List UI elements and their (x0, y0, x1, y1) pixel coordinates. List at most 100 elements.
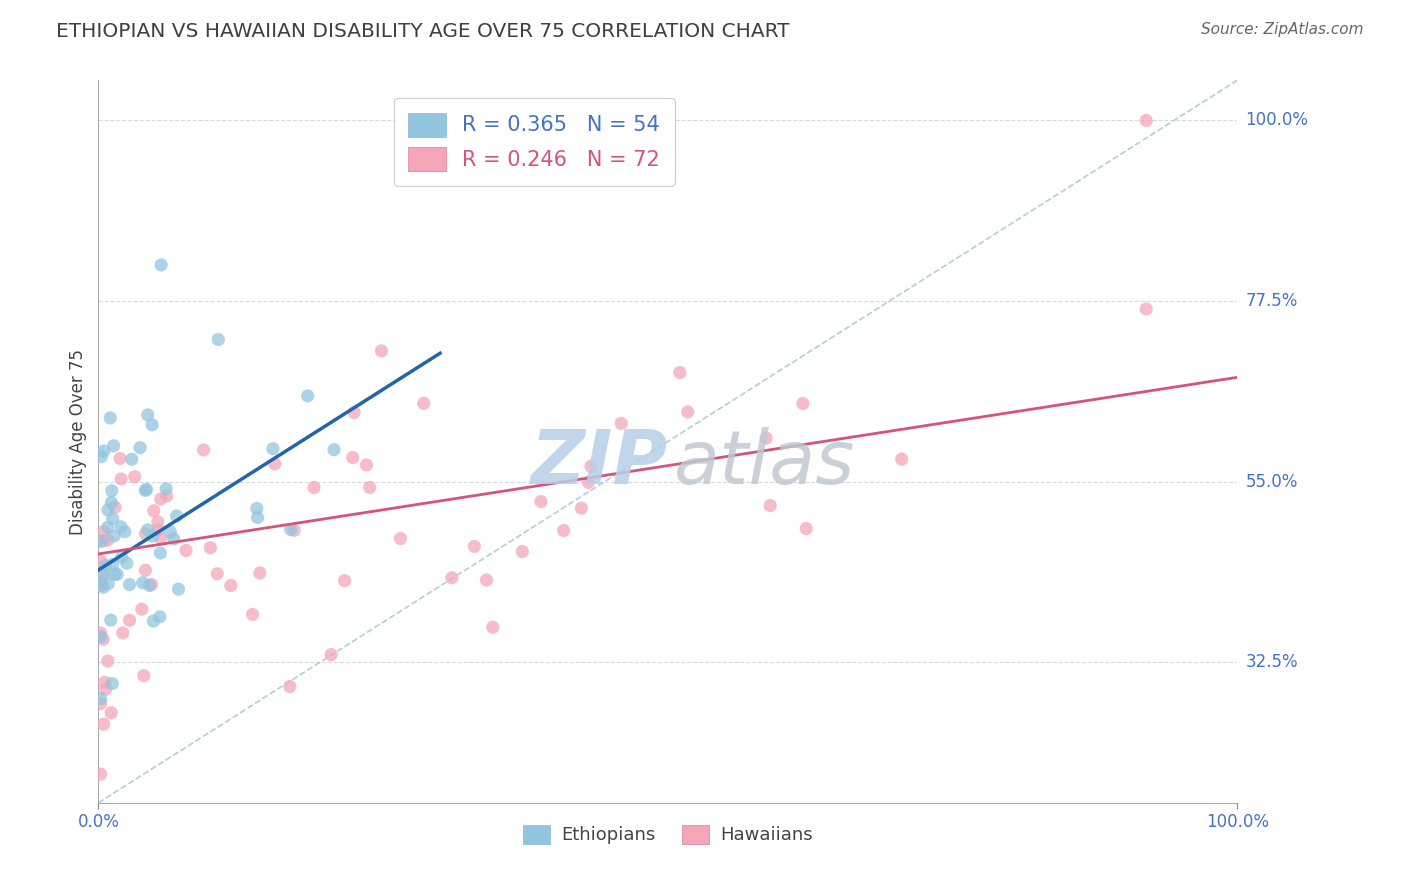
Point (110, 472, 132, 486)
Text: ETHIOPIAN VS HAWAIIAN DISABILITY AGE OVER 75 CORRELATION CHART: ETHIOPIAN VS HAWAIIAN DISABILITY AGE OVE… (56, 22, 790, 41)
Point (280, 523, 302, 537)
Point (571, 501, 593, 516)
Point (136, 523, 159, 537)
Point (149, 492, 172, 507)
Point (142, 504, 165, 518)
Point (389, 532, 412, 546)
Text: 32.5%: 32.5% (1246, 653, 1298, 672)
Point (297, 389, 319, 403)
Point (510, 544, 533, 558)
Point (118, 577, 141, 591)
Point (91, 632, 114, 647)
Point (163, 532, 186, 546)
Point (103, 439, 125, 453)
Point (149, 610, 172, 624)
Point (792, 396, 814, 410)
Point (359, 480, 381, 494)
Legend: Ethiopians, Hawaiians: Ethiopians, Hawaiians (516, 818, 820, 852)
Point (412, 396, 434, 410)
Point (149, 546, 172, 560)
Text: 100.0%: 100.0% (1246, 112, 1309, 129)
Point (98, 411, 121, 425)
Point (93, 444, 115, 458)
Point (146, 515, 169, 529)
Point (90, 626, 112, 640)
Point (110, 520, 132, 534)
Point (90, 630, 112, 644)
Point (262, 442, 284, 456)
Point (156, 489, 179, 503)
Point (93, 567, 115, 582)
Point (90, 697, 112, 711)
Point (90, 576, 112, 591)
Point (610, 417, 633, 431)
Point (249, 566, 271, 580)
Point (118, 613, 141, 627)
Point (676, 405, 699, 419)
Point (142, 614, 165, 628)
Point (90, 534, 112, 549)
Point (440, 571, 463, 585)
Point (579, 459, 602, 474)
Point (283, 524, 305, 538)
Point (94, 682, 117, 697)
Point (91, 566, 114, 581)
Point (141, 417, 163, 432)
Text: 55.0%: 55.0% (1246, 473, 1298, 491)
Point (93, 717, 115, 731)
Point (121, 452, 143, 467)
Point (481, 620, 503, 634)
Point (103, 529, 125, 543)
Point (134, 563, 156, 577)
Point (278, 680, 301, 694)
Point (100, 613, 122, 627)
Point (205, 566, 228, 581)
Point (246, 510, 269, 524)
Point (100, 706, 122, 720)
Point (131, 575, 153, 590)
Text: atlas: atlas (673, 427, 855, 500)
Point (138, 578, 160, 592)
Point (193, 442, 215, 457)
Point (136, 408, 159, 422)
Point (93, 524, 115, 539)
Point (111, 626, 134, 640)
Point (166, 508, 188, 523)
Point (141, 577, 163, 591)
Y-axis label: Disability Age Over 75: Disability Age Over 75 (69, 349, 87, 534)
Point (242, 607, 264, 622)
Point (149, 531, 172, 545)
Point (90, 450, 112, 464)
Point (207, 333, 229, 347)
Point (100, 495, 122, 509)
Point (97, 576, 120, 591)
Point (94, 558, 117, 573)
Point (101, 558, 124, 572)
Point (1135, 113, 1157, 128)
Point (105, 567, 128, 582)
Text: Source: ZipAtlas.com: Source: ZipAtlas.com (1201, 22, 1364, 37)
Text: ZIP: ZIP (530, 426, 668, 500)
Point (131, 602, 153, 616)
Point (219, 578, 242, 592)
Point (146, 523, 169, 537)
Point (343, 405, 366, 419)
Point (104, 567, 127, 582)
Point (319, 648, 342, 662)
Point (97, 654, 120, 668)
Point (135, 483, 157, 497)
Point (333, 574, 356, 588)
Point (174, 543, 197, 558)
Point (108, 451, 131, 466)
Point (90, 579, 112, 593)
Point (90, 691, 112, 706)
Point (553, 524, 575, 538)
Point (93, 533, 115, 548)
Point (463, 540, 485, 554)
Point (759, 499, 782, 513)
Point (124, 469, 146, 483)
Point (342, 450, 364, 465)
Point (93, 675, 115, 690)
Point (370, 343, 392, 358)
Point (530, 494, 553, 508)
